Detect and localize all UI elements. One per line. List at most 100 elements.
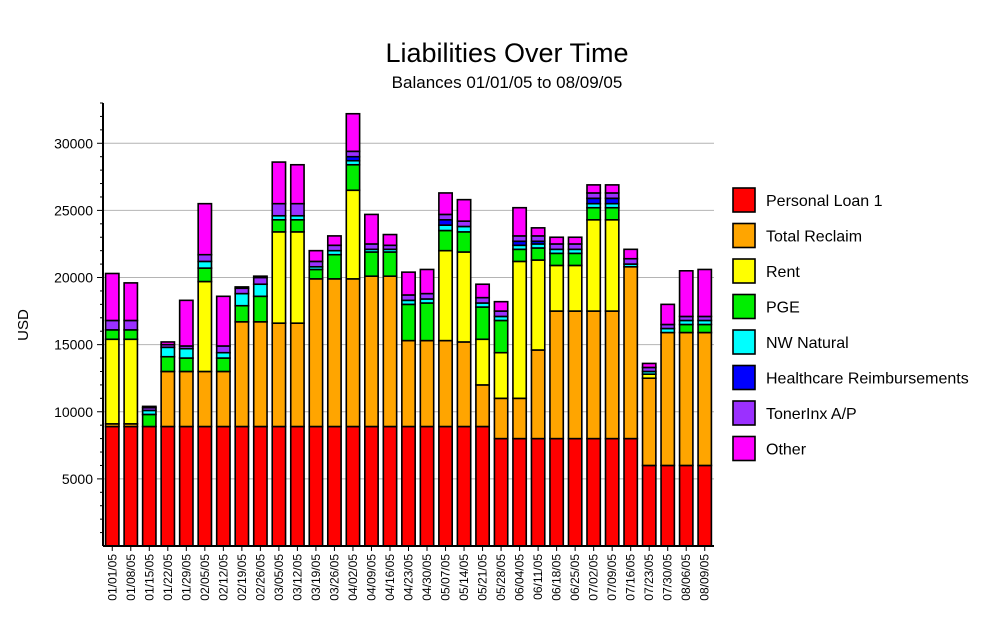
legend: Personal Loan 1 Total Reclaim Rent PGE NW Na… — [732, 187, 969, 462]
bar-segment — [586, 310, 602, 440]
bar-stack — [419, 268, 435, 547]
x-tick-label: 05/14/05 — [457, 554, 471, 601]
bar-stack — [364, 213, 379, 547]
bar-segment — [141, 405, 157, 409]
bar-segment — [197, 260, 213, 269]
bar-segment — [567, 252, 583, 267]
bar-segment — [364, 213, 379, 245]
bar-segment — [512, 248, 528, 263]
bar-segment — [697, 331, 713, 467]
bar-segment — [382, 425, 398, 547]
bar-segment — [549, 437, 565, 547]
bar-segment — [215, 295, 231, 347]
bar-segment — [364, 425, 379, 547]
bar-segment — [604, 310, 620, 440]
bar-segment — [604, 218, 620, 312]
bar-stack — [604, 184, 620, 547]
bar-segment — [197, 280, 213, 373]
legend-item: Personal Loan 1 — [732, 187, 883, 213]
y-tick-label: 10000 — [54, 404, 93, 420]
bar-segment — [104, 272, 120, 322]
bar-stack — [345, 112, 361, 547]
bar-segment — [475, 425, 491, 547]
bar-segment — [549, 264, 565, 312]
bar-segment — [660, 464, 676, 547]
bar-segment — [401, 294, 416, 302]
bar-segment — [123, 319, 139, 331]
bar-segment — [678, 464, 694, 547]
bar-segment — [697, 464, 713, 547]
bar-segment — [456, 341, 472, 428]
bar-segment — [215, 351, 231, 359]
bar-segment — [549, 252, 565, 267]
bar-segment — [530, 227, 546, 237]
bar-segment — [475, 384, 491, 428]
bar-segment — [456, 220, 472, 228]
bar-stack — [512, 206, 528, 547]
bar-segment — [289, 425, 305, 547]
bar-segment — [512, 206, 528, 237]
bar-segment — [493, 310, 509, 318]
bar-segment — [271, 202, 287, 217]
bar-segment — [215, 370, 231, 428]
bar-segment — [271, 218, 287, 233]
x-tick-label: 01/29/05 — [179, 554, 193, 601]
x-tick-label: 03/12/05 — [290, 554, 304, 601]
legend-label: Rent — [766, 264, 800, 281]
bar-segment — [549, 236, 565, 245]
legend-swatch — [732, 400, 756, 426]
bar-segment — [178, 357, 194, 373]
bar-segment — [104, 425, 120, 547]
bar-segment — [475, 306, 491, 341]
bar-segment — [234, 321, 250, 428]
x-tick-labels: 01/01/05 01/08/05 01/15/05 01/22/05 01/29/05… — [105, 554, 711, 601]
bar-segment — [271, 322, 287, 428]
bar-segment — [252, 295, 268, 323]
legend-item: Healthcare Reimbursements — [732, 364, 969, 391]
bar-segment — [604, 184, 620, 194]
bar-segment — [438, 229, 453, 252]
legend-item: Total Reclaim — [732, 222, 862, 249]
bar-segment — [623, 257, 639, 265]
x-tick-label: 04/30/05 — [420, 554, 434, 601]
bar-segment — [160, 425, 176, 547]
bar-segment — [197, 267, 213, 283]
bar-segment — [678, 323, 694, 334]
bar-segment — [623, 437, 639, 547]
x-tick-label: 06/11/05 — [531, 554, 545, 600]
bar-segment — [123, 329, 139, 341]
bar-segment — [604, 197, 620, 205]
bar-segment — [160, 341, 176, 346]
x-tick-label: 04/23/05 — [402, 554, 416, 601]
bar-segment — [123, 338, 139, 425]
bar-segment — [308, 425, 324, 547]
legend-swatch — [732, 435, 756, 462]
bar-segment — [623, 248, 639, 260]
bar-segment — [234, 286, 250, 290]
bar-segment — [234, 304, 250, 323]
bar-segment — [345, 112, 361, 153]
bar-segment — [438, 425, 453, 547]
bar-segment — [530, 349, 546, 440]
bar-segment — [456, 425, 472, 547]
bar-segment — [308, 249, 324, 263]
bars — [104, 112, 713, 547]
bar-segment — [178, 347, 194, 359]
y-tick-label: 5000 — [62, 471, 93, 487]
bar-segment — [271, 161, 287, 205]
x-tick-label: 08/06/05 — [679, 554, 693, 601]
x-tick-label: 01/01/05 — [105, 554, 119, 601]
bar-segment — [197, 253, 213, 263]
bar-segment — [493, 397, 509, 440]
x-tick-label: 07/02/05 — [587, 554, 601, 601]
bar-segment — [475, 338, 491, 386]
bar-segment — [252, 283, 268, 298]
bar-segment — [567, 437, 583, 547]
x-tick-label: 03/26/05 — [327, 554, 341, 601]
legend-item: TonerInx A/P — [732, 400, 857, 426]
x-tick-label: 01/22/05 — [161, 554, 175, 601]
legend-item: NW Natural — [732, 329, 849, 355]
bar-segment — [197, 425, 213, 547]
bar-stack — [289, 163, 305, 547]
x-tick-label: 01/15/05 — [142, 554, 156, 601]
